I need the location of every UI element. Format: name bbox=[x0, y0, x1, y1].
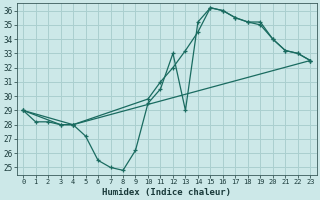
X-axis label: Humidex (Indice chaleur): Humidex (Indice chaleur) bbox=[102, 188, 231, 197]
